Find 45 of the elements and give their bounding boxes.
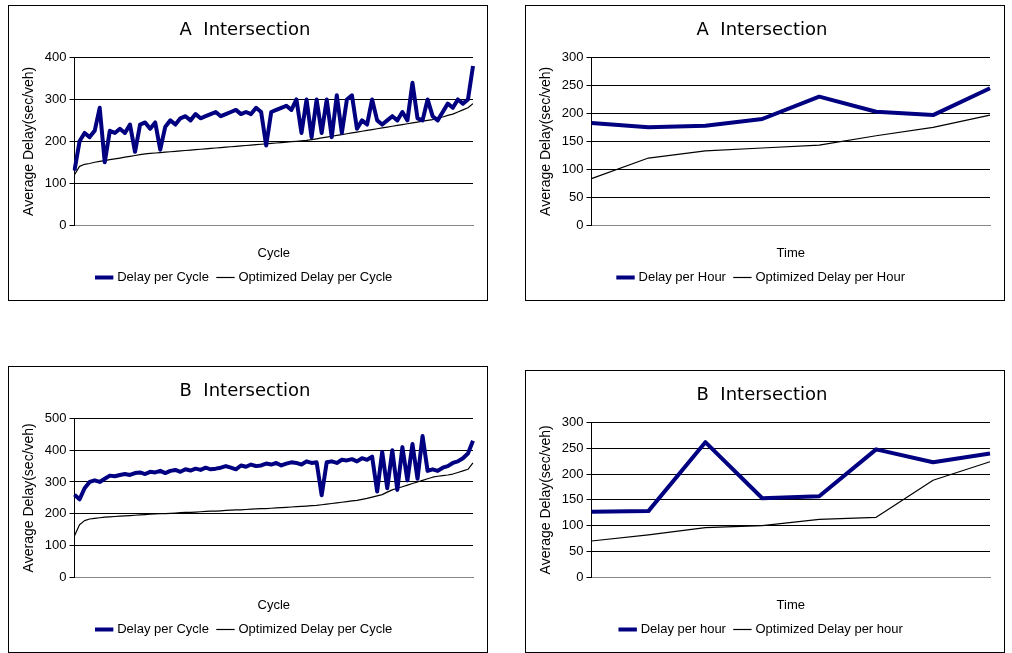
x-axis-title: Cycle xyxy=(257,596,290,612)
legend-label: Optimized Delay per Cycle xyxy=(238,269,393,285)
chart-title: A Intersection xyxy=(179,18,311,40)
y-tick-label: 100 xyxy=(561,517,584,533)
legend-label: Optimized Delay per Hour xyxy=(755,269,906,285)
y-tick-label: 200 xyxy=(561,104,584,120)
y-tick-label: 200 xyxy=(44,132,67,148)
y-tick-label: 300 xyxy=(44,473,67,489)
x-axis-title: Time xyxy=(776,596,805,612)
chart-title: A Intersection xyxy=(696,18,828,40)
chart-title: B Intersection xyxy=(696,383,828,405)
y-tick-label: 50 xyxy=(569,542,584,558)
y-axis-title: Average Delay(sec/veh) xyxy=(20,423,37,573)
y-tick-label: 50 xyxy=(569,188,584,204)
y-tick-label: 300 xyxy=(561,414,584,430)
y-tick-label: 100 xyxy=(44,536,67,552)
y-axis-title: Average Delay(sec/veh) xyxy=(20,66,37,216)
legend-label: Delay per Cycle xyxy=(117,269,209,285)
y-tick-label: 150 xyxy=(561,491,584,507)
y-tick-label: 200 xyxy=(561,465,584,481)
legend-label: Optimized Delay per Cycle xyxy=(238,621,393,637)
chart-title: B Intersection xyxy=(179,379,311,401)
legend-label: Optimized Delay per hour xyxy=(755,621,904,637)
legend-label: Delay per hour xyxy=(640,621,727,637)
legend-label: Delay per Cycle xyxy=(117,621,209,637)
y-tick-label: 200 xyxy=(44,505,67,521)
y-tick-label: 300 xyxy=(561,49,584,65)
x-axis-title: Time xyxy=(776,244,805,260)
x-axis-title: Cycle xyxy=(257,244,290,260)
y-tick-label: 100 xyxy=(561,160,584,176)
y-tick-label: 500 xyxy=(44,410,67,426)
y-tick-label: 400 xyxy=(44,441,67,457)
y-tick-label: 0 xyxy=(59,568,67,584)
legend-label: Delay per Hour xyxy=(638,269,727,285)
y-tick-label: 150 xyxy=(561,132,584,148)
y-tick-label: 100 xyxy=(44,174,67,190)
y-axis-title: Average Delay(sec/veh) xyxy=(537,66,554,216)
y-tick-label: 300 xyxy=(44,91,67,107)
y-tick-label: 250 xyxy=(561,77,584,93)
y-axis-title: Average Delay(sec/veh) xyxy=(537,425,554,575)
y-tick-label: 400 xyxy=(44,49,67,65)
y-tick-label: 0 xyxy=(59,216,67,232)
y-tick-label: 0 xyxy=(576,216,584,232)
y-tick-label: 0 xyxy=(576,568,584,584)
y-tick-label: 250 xyxy=(561,439,584,455)
